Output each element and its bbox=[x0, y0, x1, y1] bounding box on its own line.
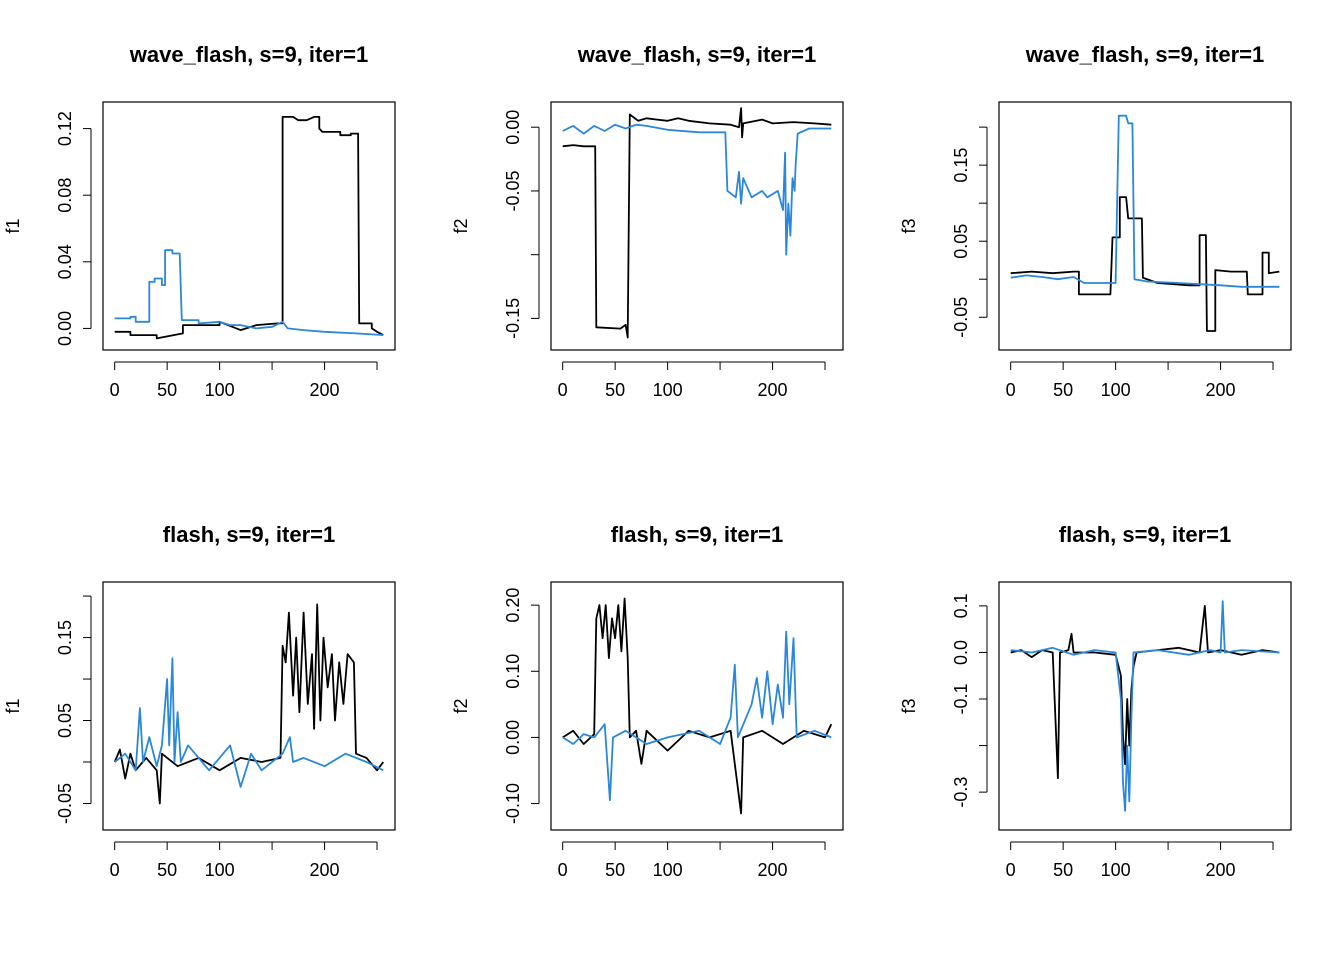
series-line-1 bbox=[1010, 196, 1280, 332]
plot-frame bbox=[550, 581, 844, 831]
y-tick-label: -0.05 bbox=[55, 783, 75, 824]
series-line-1 bbox=[114, 116, 384, 340]
x-tick-label: 50 bbox=[157, 860, 177, 880]
panel-title: wave_flash, s=9, iter=1 bbox=[129, 42, 369, 67]
x-tick-label: 200 bbox=[758, 380, 788, 400]
panel-title: wave_flash, s=9, iter=1 bbox=[1025, 42, 1265, 67]
y-axis-label: f1 bbox=[3, 698, 23, 713]
panel-title: flash, s=9, iter=1 bbox=[1059, 522, 1231, 547]
x-tick-label: 50 bbox=[605, 380, 625, 400]
x-tick-label: 0 bbox=[558, 860, 568, 880]
x-tick-label: 100 bbox=[653, 860, 683, 880]
x-tick-label: 200 bbox=[1206, 380, 1236, 400]
y-tick-label: 0.08 bbox=[55, 178, 75, 213]
y-axis-label: f3 bbox=[899, 218, 919, 233]
panel-3: wave_flash, s=9, iter=1 f3 0 50 100 200 -0.05 0… bbox=[899, 42, 1292, 400]
series-line-1 bbox=[562, 107, 832, 339]
x-tick-label: 200 bbox=[758, 860, 788, 880]
y-tick-label: 0.0 bbox=[951, 640, 971, 665]
y-tick-label: -0.10 bbox=[503, 783, 523, 824]
x-tick-label: 50 bbox=[1053, 860, 1073, 880]
y-tick-label: 0.00 bbox=[55, 311, 75, 346]
y-tick-label: 0.1 bbox=[951, 593, 971, 618]
panel-6: flash, s=9, iter=1 f3 0 50 100 200 -0.3 -0.1 0.0… bbox=[899, 522, 1292, 880]
plot-frame bbox=[102, 581, 396, 831]
x-tick-label: 50 bbox=[1053, 380, 1073, 400]
y-tick-label: -0.1 bbox=[951, 683, 971, 714]
y-tick-label: -0.3 bbox=[951, 777, 971, 808]
x-tick-label: 100 bbox=[1101, 380, 1131, 400]
series-line-2 bbox=[1010, 114, 1280, 288]
y-tick-label: 0.05 bbox=[951, 224, 971, 259]
y-tick-label: 0.00 bbox=[503, 110, 523, 145]
series-line-1 bbox=[113, 603, 385, 805]
y-tick-label: -0.05 bbox=[951, 297, 971, 338]
y-tick-label: -0.15 bbox=[503, 298, 523, 339]
x-tick-label: 50 bbox=[605, 860, 625, 880]
x-tick-label: 0 bbox=[110, 380, 120, 400]
y-axis-label: f2 bbox=[451, 218, 471, 233]
y-axis-label: f2 bbox=[451, 698, 471, 713]
x-tick-label: 0 bbox=[558, 380, 568, 400]
x-tick-label: 200 bbox=[1206, 860, 1236, 880]
x-tick-label: 100 bbox=[653, 380, 683, 400]
plot-frame bbox=[550, 101, 844, 351]
y-tick-label: 0.12 bbox=[55, 111, 75, 146]
panel-title: wave_flash, s=9, iter=1 bbox=[577, 42, 817, 67]
series-line-2 bbox=[114, 249, 384, 336]
panel-1: wave_flash, s=9, iter=1 f1 0 50 100 200 0.00 0.… bbox=[3, 42, 396, 400]
y-axis-label: f3 bbox=[899, 698, 919, 713]
panel-4: flash, s=9, iter=1 f1 0 50 100 200 -0.05 0.05 0.… bbox=[3, 522, 396, 880]
series-line-2 bbox=[1010, 600, 1280, 812]
x-tick-label: 0 bbox=[110, 860, 120, 880]
x-tick-label: 50 bbox=[157, 380, 177, 400]
panel-title: flash, s=9, iter=1 bbox=[611, 522, 783, 547]
x-tick-label: 0 bbox=[1006, 380, 1016, 400]
y-tick-label: 0.15 bbox=[55, 620, 75, 655]
series-line-2 bbox=[562, 123, 832, 256]
y-tick-label: 0.15 bbox=[951, 148, 971, 183]
plot-frame bbox=[998, 101, 1292, 351]
x-tick-label: 100 bbox=[205, 860, 235, 880]
y-axis-label: f1 bbox=[3, 218, 23, 233]
x-tick-label: 0 bbox=[1006, 860, 1016, 880]
y-tick-label: 0.10 bbox=[503, 654, 523, 689]
panel-5: flash, s=9, iter=1 f2 0 50 100 200 -0.10 0.00 0.… bbox=[451, 522, 844, 880]
plot-frame bbox=[998, 581, 1292, 831]
series-line-2 bbox=[562, 630, 832, 802]
x-tick-label: 100 bbox=[205, 380, 235, 400]
y-tick-label: 0.00 bbox=[503, 720, 523, 755]
panel-2: wave_flash, s=9, iter=1 f2 0 50 100 200 -0.15 -… bbox=[451, 42, 844, 400]
x-tick-label: 100 bbox=[1101, 860, 1131, 880]
y-tick-label: 0.04 bbox=[55, 244, 75, 279]
y-tick-label: -0.05 bbox=[503, 170, 523, 211]
y-tick-label: 0.20 bbox=[503, 588, 523, 623]
x-tick-label: 200 bbox=[310, 380, 340, 400]
series-line-1 bbox=[562, 597, 833, 815]
x-tick-label: 200 bbox=[310, 860, 340, 880]
y-tick-label: 0.05 bbox=[55, 703, 75, 738]
series-line-1 bbox=[1010, 605, 1280, 780]
panel-title: flash, s=9, iter=1 bbox=[163, 522, 335, 547]
plot-frame bbox=[102, 101, 396, 351]
series-line-2 bbox=[114, 657, 384, 788]
